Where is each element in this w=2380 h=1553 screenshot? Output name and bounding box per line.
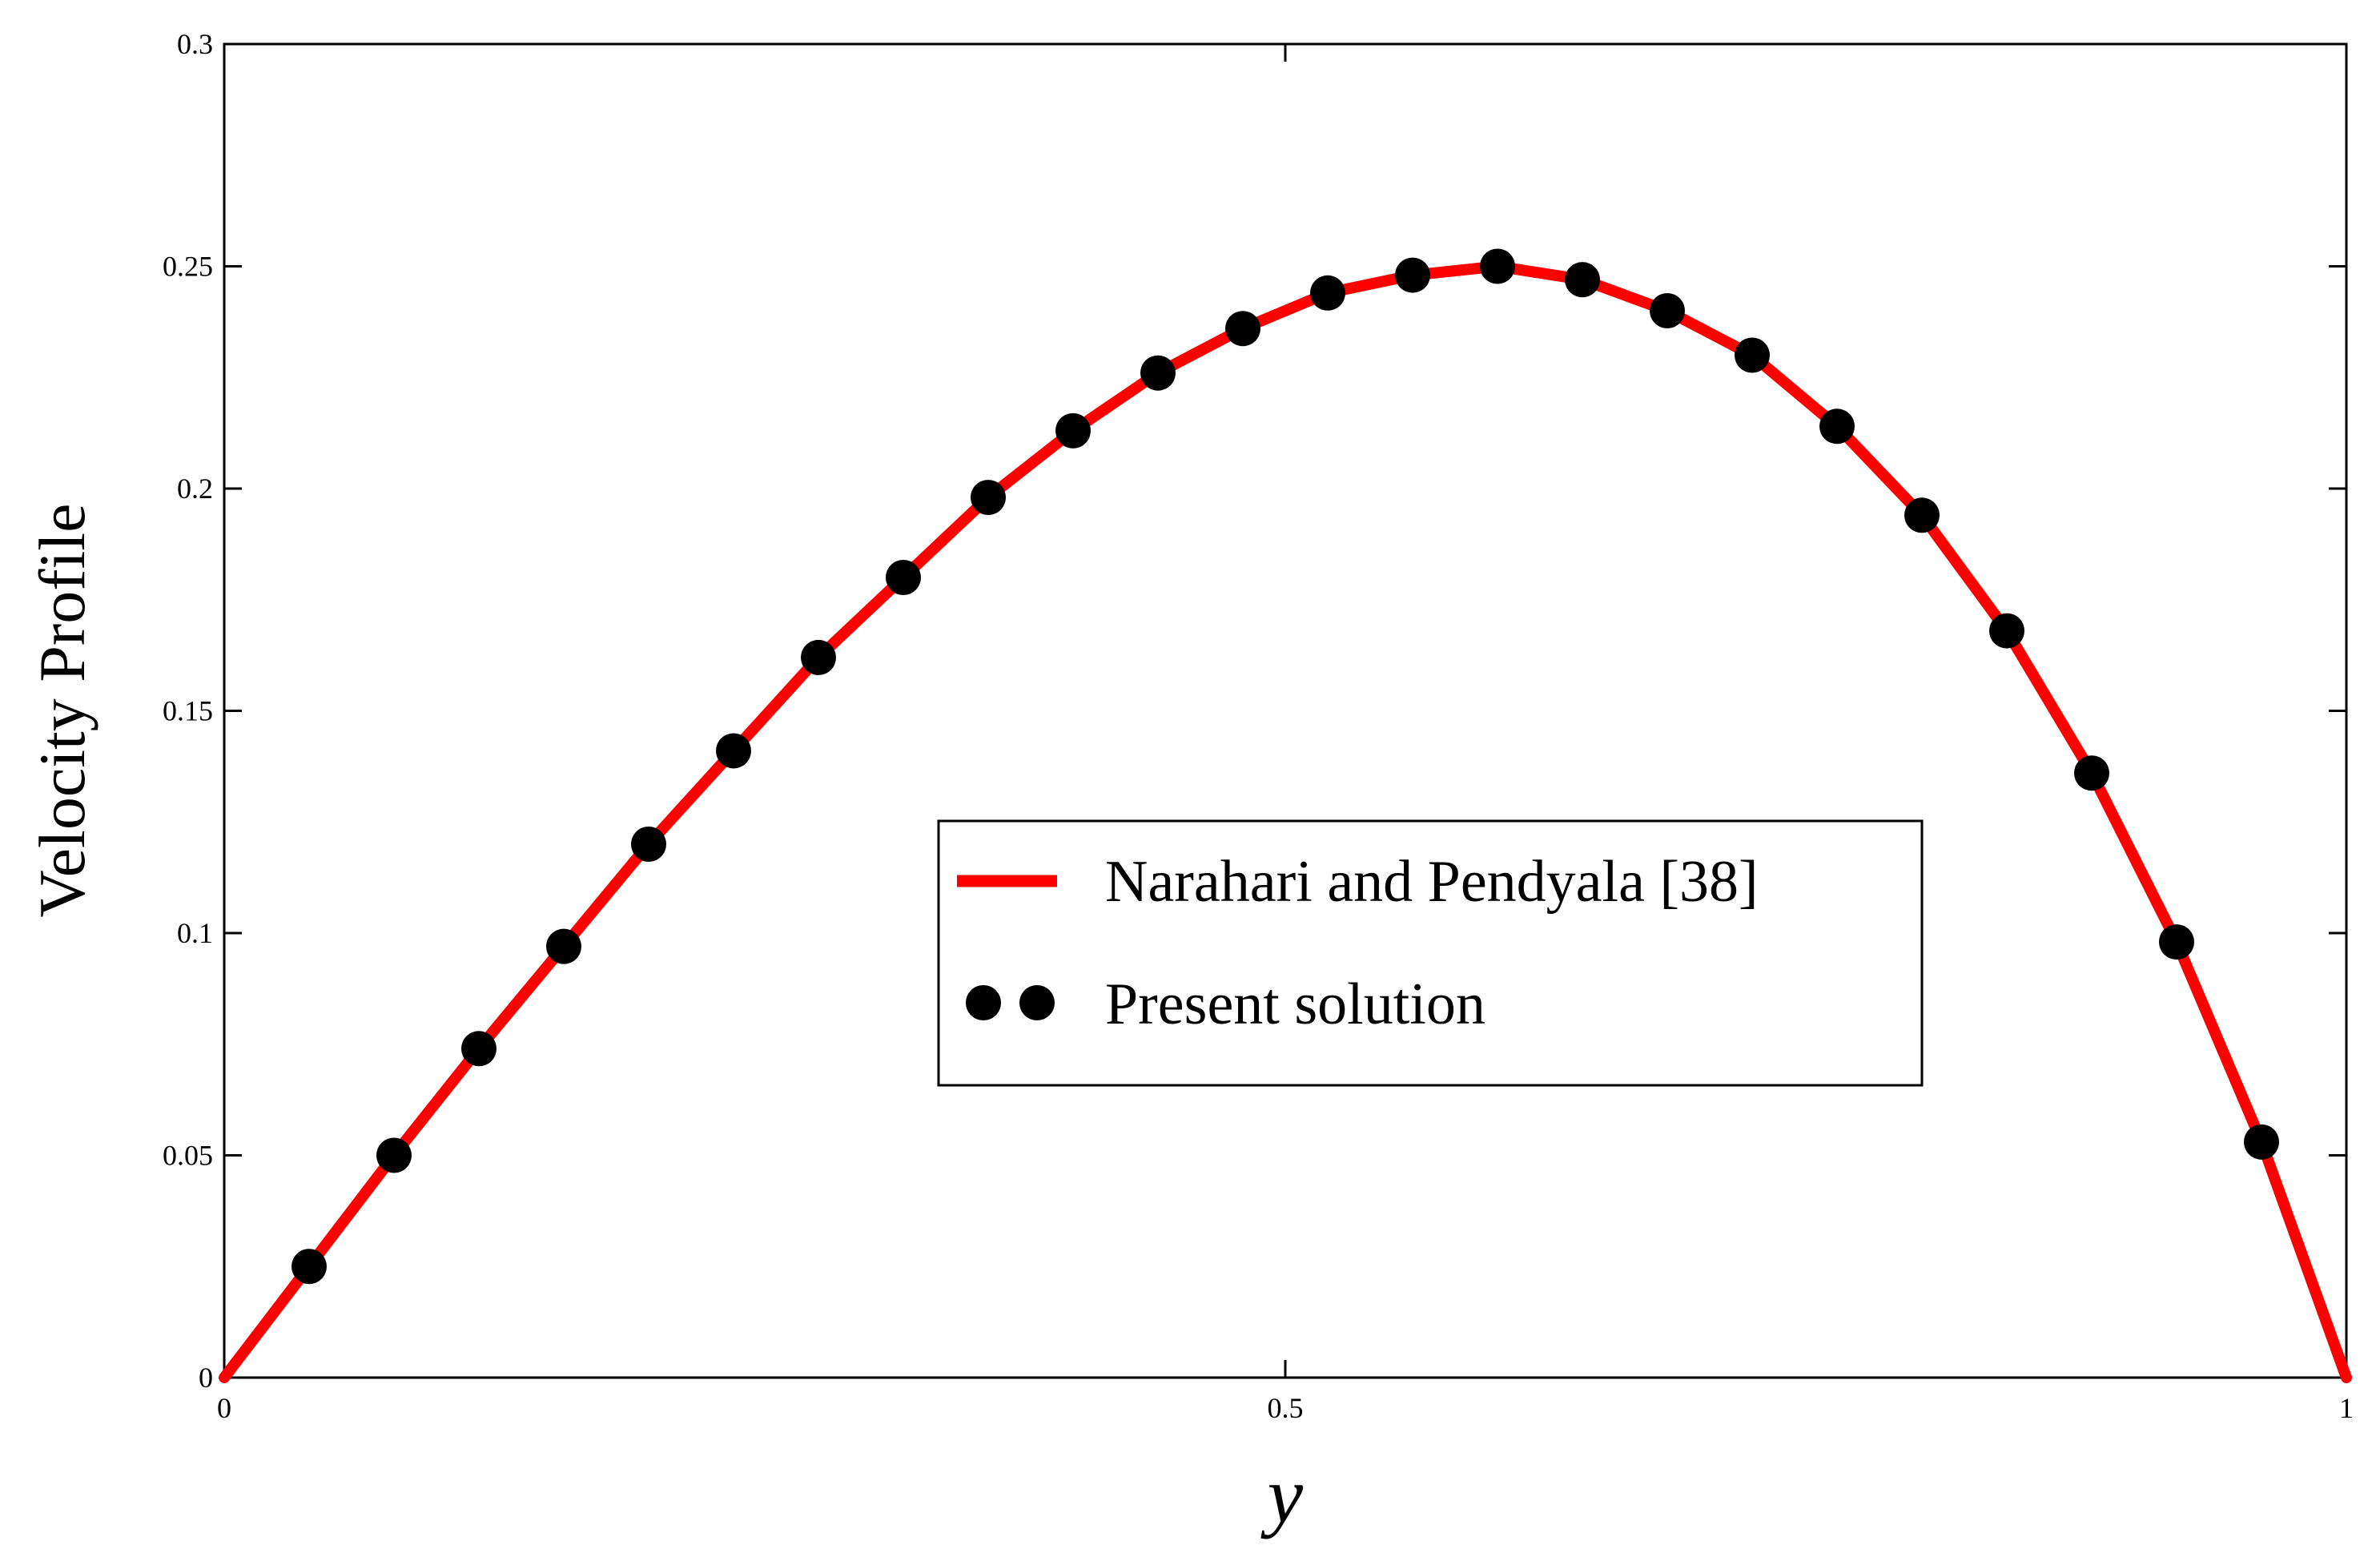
y-ticks: 0 0.05 0.1 0.15 0.2 0.25 0.3: [163, 28, 2346, 1394]
data-point: [1310, 275, 1345, 311]
data-point: [1904, 497, 1940, 533]
legend-marker-swatch: [966, 985, 1001, 1020]
x-tick-label: 0: [217, 1392, 231, 1424]
data-point: [1989, 613, 2024, 649]
y-tick-label: 0.05: [163, 1140, 213, 1172]
data-point: [1735, 337, 1770, 373]
data-point: [546, 928, 581, 964]
x-tick-label: 0.5: [1268, 1392, 1304, 1424]
data-point: [1395, 257, 1430, 293]
data-point: [461, 1031, 497, 1067]
data-point: [716, 733, 751, 769]
data-point: [631, 827, 666, 862]
y-tick-label: 0: [199, 1362, 213, 1394]
y-tick-label: 0.1: [177, 917, 213, 949]
legend: Narahari and Pendyala [38] Present solut…: [937, 819, 1924, 1087]
data-point: [2074, 755, 2109, 791]
y-tick-label: 0.2: [177, 473, 213, 505]
data-point: [2244, 1124, 2279, 1160]
legend-box: [937, 819, 1924, 1087]
legend-label-markers: Present solution: [1105, 972, 1485, 1037]
series-line-0: [219, 260, 2352, 1383]
data-point: [1480, 248, 1515, 284]
series-layer: [219, 248, 2352, 1383]
legend-marker-swatch: [1019, 985, 1055, 1020]
data-point: [886, 560, 921, 595]
data-point: [1650, 293, 1685, 328]
data-point: [971, 480, 1006, 516]
data-point: [1819, 408, 1855, 445]
data-point: [1055, 412, 1091, 449]
x-axis-title: y: [1260, 1450, 1304, 1539]
x-tick-label: 1: [2339, 1392, 2354, 1424]
data-point: [1225, 311, 1260, 347]
y-axis-title: Velocity Profile: [26, 504, 98, 918]
plot-frame: [223, 42, 2348, 1379]
data-point: [376, 1137, 412, 1173]
data-point: [291, 1249, 327, 1285]
y-tick-label: 0.3: [177, 28, 213, 60]
y-tick-label: 0.25: [163, 251, 213, 283]
y-tick-label: 0.15: [163, 695, 213, 727]
x-ticks: 0 0.5 1: [217, 44, 2354, 1424]
data-point: [801, 639, 836, 675]
legend-label-line: Narahari and Pendyala [38]: [1105, 849, 1759, 915]
data-point: [2159, 924, 2194, 960]
data-point: [1565, 262, 1600, 298]
data-point: [1140, 355, 1176, 391]
